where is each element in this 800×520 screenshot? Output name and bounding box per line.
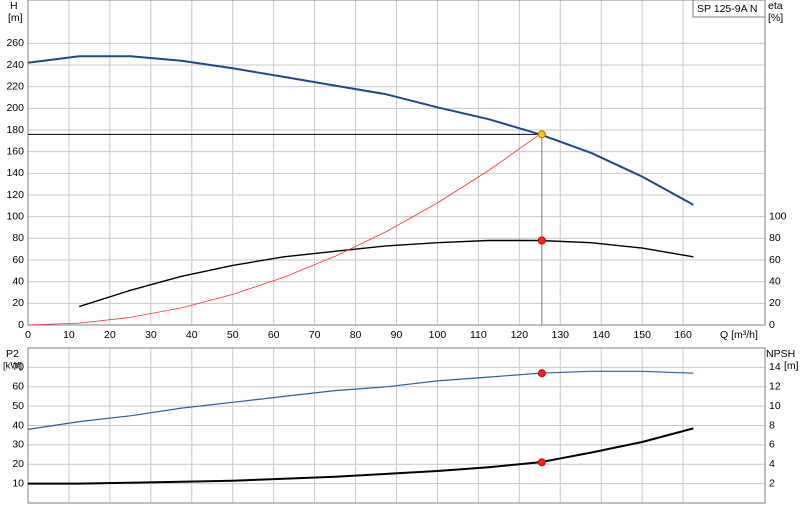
h-unit: [m] bbox=[8, 12, 23, 24]
p2-unit: [kW] bbox=[3, 361, 22, 372]
y2-tick-label: 40 bbox=[769, 275, 781, 287]
y-tick-label: 200 bbox=[6, 102, 24, 114]
model-box bbox=[692, 0, 766, 18]
x-tick-label: 110 bbox=[470, 329, 487, 341]
y2-tick-label: 2 bbox=[769, 477, 775, 489]
y-tick-label: 20 bbox=[12, 297, 24, 309]
y2-tick-label: 100 bbox=[769, 210, 787, 222]
y-tick-label: 220 bbox=[6, 80, 24, 92]
x-tick-label: 100 bbox=[429, 329, 447, 341]
plot-frame bbox=[27, 347, 766, 504]
x-tick-label: 90 bbox=[391, 329, 403, 341]
duty-point bbox=[537, 369, 546, 378]
y2-tick-label: 10 bbox=[769, 400, 781, 412]
y-tick-label: 30 bbox=[12, 439, 24, 451]
plot-frame bbox=[27, 0, 766, 326]
x-tick-label: 0 bbox=[25, 329, 31, 341]
y-tick-label: 40 bbox=[12, 275, 24, 287]
y2-tick-label: 80 bbox=[769, 232, 781, 244]
x-tick-label: 130 bbox=[552, 329, 570, 341]
y-tick-label: 70 bbox=[12, 361, 24, 373]
y-tick-label: 120 bbox=[6, 189, 24, 201]
y2-tick-label: 60 bbox=[769, 254, 781, 266]
q-label: Q [m³/h] bbox=[720, 329, 758, 341]
y2-tick-label: 14 bbox=[769, 361, 781, 373]
h-label: H bbox=[10, 0, 18, 12]
y2-tick-label: 12 bbox=[769, 381, 781, 393]
y-tick-label: 60 bbox=[12, 254, 24, 266]
curve bbox=[27, 133, 541, 326]
y-tick-label: 80 bbox=[12, 232, 24, 244]
curve bbox=[27, 370, 694, 430]
x-tick-label: 70 bbox=[309, 329, 321, 341]
x-tick-label: 60 bbox=[268, 329, 280, 341]
duty-point bbox=[537, 458, 546, 467]
y-tick-label: 160 bbox=[6, 145, 24, 157]
y-tick-label: 20 bbox=[12, 458, 24, 470]
curve bbox=[28, 427, 694, 485]
model-label: SP 125-9A N bbox=[697, 3, 758, 15]
y-tick-label: 140 bbox=[6, 167, 24, 179]
duty-point bbox=[537, 236, 546, 245]
y-tick-label: 10 bbox=[12, 477, 24, 489]
x-tick-label: 150 bbox=[633, 329, 651, 341]
curve bbox=[27, 55, 694, 206]
y-tick-label: 50 bbox=[12, 400, 24, 412]
x-tick-label: 120 bbox=[511, 329, 529, 341]
x-tick-label: 50 bbox=[227, 329, 239, 341]
x-tick-label: 160 bbox=[674, 329, 692, 341]
y2-tick-label: 20 bbox=[769, 297, 781, 309]
curve bbox=[78, 239, 694, 308]
p2-label: P2 bbox=[6, 348, 19, 360]
y2-tick-label: 6 bbox=[769, 439, 775, 451]
x-tick-label: 20 bbox=[104, 329, 116, 341]
y-tick-label: 240 bbox=[6, 59, 24, 71]
y-tick-label: 40 bbox=[12, 419, 24, 431]
eta-label: eta bbox=[768, 0, 783, 12]
x-tick-label: 80 bbox=[350, 329, 362, 341]
x-tick-label: 140 bbox=[592, 329, 610, 341]
x-tick-label: 40 bbox=[186, 329, 198, 341]
duty-point bbox=[537, 130, 546, 139]
y-tick-label: 60 bbox=[12, 381, 24, 393]
y2-tick-label: 0 bbox=[769, 319, 775, 331]
eta-unit: [%] bbox=[768, 12, 783, 24]
y-tick-label: 260 bbox=[6, 37, 24, 49]
y-tick-label: 180 bbox=[6, 124, 24, 136]
y-tick-label: 0 bbox=[18, 319, 24, 331]
y2-tick-label: 8 bbox=[769, 419, 775, 431]
y-tick-label: 100 bbox=[6, 210, 24, 222]
npsh-unit: [m] bbox=[784, 360, 799, 372]
y2-tick-label: 4 bbox=[769, 458, 775, 470]
x-tick-label: 30 bbox=[145, 329, 157, 341]
x-tick-label: 10 bbox=[63, 329, 75, 341]
npsh-label: NPSH bbox=[766, 348, 795, 360]
